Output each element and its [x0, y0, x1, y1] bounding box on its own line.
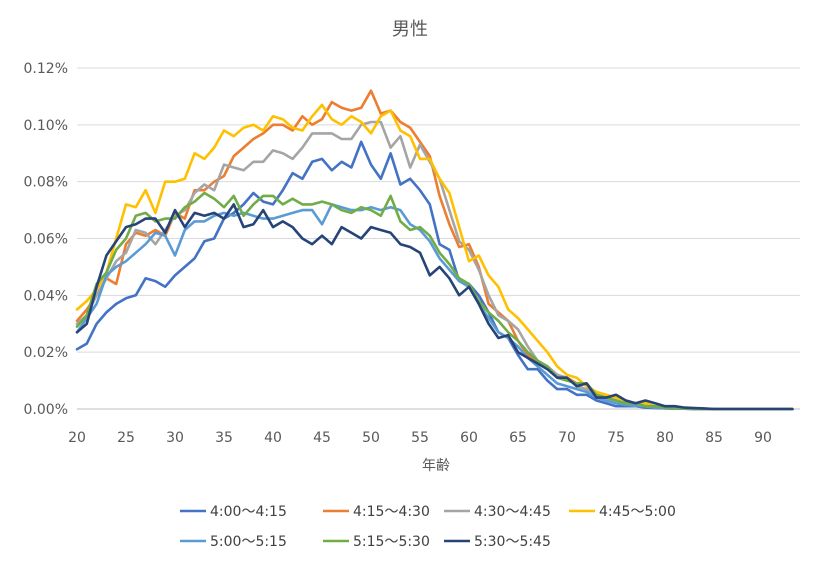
series-line-6	[75, 191, 794, 411]
x-axis-tick-labels: 20 25 30 35 40 45 50 55 60 65 70 75 80 85 90	[68, 430, 772, 446]
legend-label: 5:00～5:15	[210, 534, 287, 550]
legend-label: 4:45～5:00	[599, 504, 676, 520]
series-line-7	[75, 203, 794, 411]
legend-label: 5:30～5:45	[474, 534, 551, 550]
x-tick-label: 75	[607, 430, 625, 446]
x-tick-label: 50	[362, 430, 380, 446]
x-tick-label: 70	[558, 430, 576, 446]
x-tick-label: 65	[509, 430, 527, 446]
x-axis-title: 年齢	[422, 458, 450, 474]
x-tick-label: 90	[754, 430, 772, 446]
x-tick-label: 25	[117, 430, 135, 446]
grid-lines	[77, 67, 800, 410]
chart-title: 男性	[392, 19, 428, 40]
y-tick-label: 0.04%	[24, 288, 68, 304]
y-tick-label: 0.00%	[24, 402, 68, 418]
legend-label: 5:15～5:30	[353, 534, 430, 550]
x-tick-label: 80	[656, 430, 674, 446]
y-tick-label: 0.02%	[24, 345, 68, 361]
legend-label: 4:00～4:15	[210, 504, 287, 520]
x-tick-label: 30	[166, 430, 184, 446]
series-lines	[75, 89, 794, 411]
x-tick-label: 55	[411, 430, 429, 446]
x-tick-label: 45	[313, 430, 331, 446]
y-tick-label: 0.10%	[24, 118, 68, 134]
y-tick-label: 0.08%	[24, 175, 68, 191]
legend-label: 4:15～4:30	[353, 504, 430, 520]
y-tick-label: 0.06%	[24, 232, 68, 248]
y-axis-tick-labels: 0.00% 0.02% 0.04% 0.06% 0.08% 0.10% 0.12%	[24, 61, 68, 418]
x-tick-label: 35	[215, 430, 233, 446]
legend-label: 4:30～4:45	[474, 504, 551, 520]
y-tick-label: 0.12%	[24, 61, 68, 77]
x-tick-label: 40	[264, 430, 282, 446]
x-tick-label: 60	[460, 430, 478, 446]
x-tick-label: 85	[705, 430, 723, 446]
legend: 4:00～4:15 4:15～4:30 4:30～4:45 4:45～5:00 5:00…	[180, 504, 676, 550]
x-tick-label: 20	[68, 430, 86, 446]
